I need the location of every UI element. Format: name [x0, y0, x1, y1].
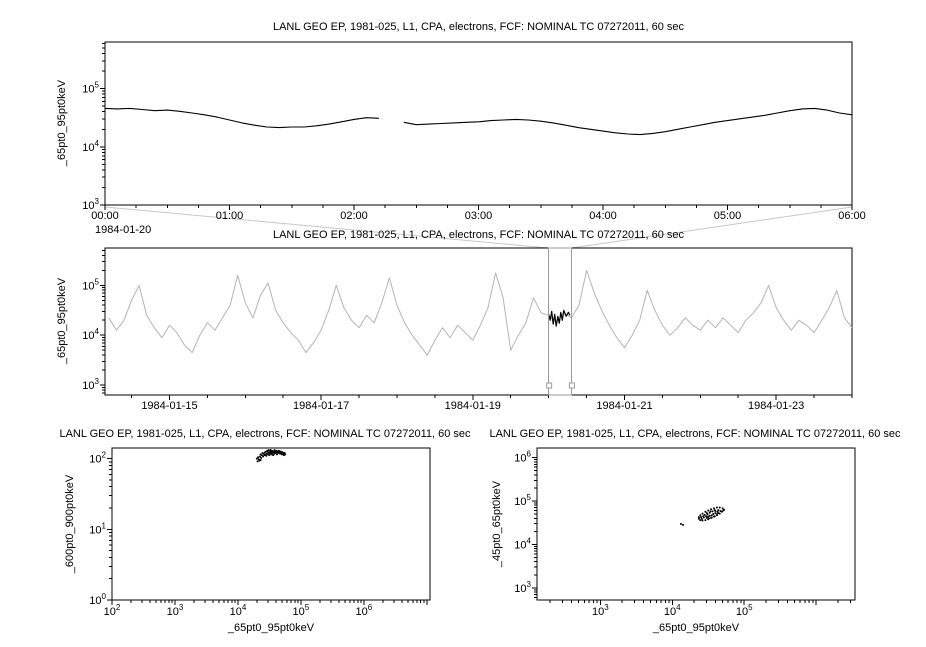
y-tick-label: 103	[82, 377, 99, 392]
x-tick-label: 105	[293, 603, 310, 618]
scatter-right-title: LANL GEO EP, 1981-025, L1, CPA, electron…	[489, 428, 901, 440]
x-tick-label: 105	[736, 603, 753, 618]
x-tick-label: 104	[230, 603, 247, 618]
plot-frame	[536, 447, 856, 601]
series-context-flux	[108, 269, 853, 356]
y-tick-label: 104	[82, 139, 99, 154]
x-tick-label: 00:00	[91, 210, 119, 222]
scatter-right-x-axis-label: _65pt0_95pt0keV	[652, 622, 740, 634]
scatter-right-y-axis-label: _45pt0_65pt0keV	[491, 480, 503, 568]
panel-scatter-45-65[interactable]: 103 104 105 106 103 104 105	[514, 447, 856, 618]
top-x-axis-date-label: 1984-01-20	[95, 224, 152, 236]
x-tick-label: 1984-01-15	[141, 400, 197, 412]
x-tick-label: 1984-01-23	[748, 400, 804, 412]
top-panel-title: LANL GEO EP, 1981-025, L1, CPA, electron…	[272, 21, 685, 33]
series-flux-correlation-600-900	[255, 449, 287, 463]
panel-scatter-600-900[interactable]: 100 101 102 102 103 104 105 106	[89, 447, 431, 618]
plot-frame	[111, 447, 431, 601]
panel-context-timeseries[interactable]: 103 104 105 1984-01-15 1984-01-17 1984-01-19 1…	[82, 247, 853, 412]
y-tick-label: 105	[82, 81, 99, 96]
y-tick-label: 105	[82, 277, 99, 292]
y-tick-label: 104	[514, 536, 531, 551]
y-tick-label: 106	[514, 450, 531, 465]
y-tick-label: 103	[82, 197, 99, 212]
x-tick-label: 03:00	[465, 210, 493, 222]
plot-frame	[104, 247, 853, 396]
y-tick-label: 102	[89, 451, 106, 466]
context-panel-title: LANL GEO EP, 1981-025, L1, CPA, electron…	[272, 229, 685, 241]
x-tick-label: 1984-01-21	[596, 400, 652, 412]
x-tick-label: 1984-01-17	[293, 400, 349, 412]
x-tick-label: 103	[592, 603, 609, 618]
scatter-left-y-axis-label: _600pt0_900pt0keV	[64, 474, 76, 574]
series-electron-flux-65-95keV	[104, 107, 853, 136]
selection-box[interactable]	[546, 247, 575, 396]
zoom-connector-right	[571, 206, 853, 249]
y-tick-label: 104	[82, 327, 99, 342]
x-tick-label: 01:00	[216, 210, 244, 222]
scatter-left-x-axis-label: _65pt0_95pt0keV	[227, 622, 315, 634]
series-flux-correlation-45-65	[679, 506, 726, 526]
series-selected-interval-flux	[548, 309, 571, 327]
selection-handle-right[interactable]	[568, 382, 575, 389]
y-tick-label: 103	[514, 580, 531, 595]
x-tick-label: 1984-01-19	[445, 400, 501, 412]
panel-top-timeseries[interactable]: 103 104 105 00:00 01:00 02:00 03:00 04:00 05:00 0…	[82, 41, 866, 222]
x-tick-label: 104	[664, 603, 681, 618]
x-tick-label: 106	[356, 603, 373, 618]
x-tick-label: 103	[167, 603, 184, 618]
selection-handle-left[interactable]	[546, 382, 553, 389]
plot-frame	[104, 41, 853, 206]
x-tick-label: 102	[104, 603, 121, 618]
context-y-axis-label: _65pt0_95pt0keV	[56, 277, 68, 365]
x-tick-label: 05:00	[714, 210, 742, 222]
y-tick-label: 105	[514, 493, 531, 508]
scatter-left-title: LANL GEO EP, 1981-025, L1, CPA, electron…	[59, 428, 471, 440]
zoom-connector-left	[104, 206, 549, 249]
x-tick-label: 06:00	[838, 210, 866, 222]
y-tick-label: 100	[89, 592, 106, 607]
top-y-axis-label: _65pt0_95pt0keV	[56, 79, 68, 167]
x-tick-label: 02:00	[340, 210, 368, 222]
x-tick-label: 04:00	[589, 210, 617, 222]
y-tick-label: 101	[89, 521, 106, 536]
